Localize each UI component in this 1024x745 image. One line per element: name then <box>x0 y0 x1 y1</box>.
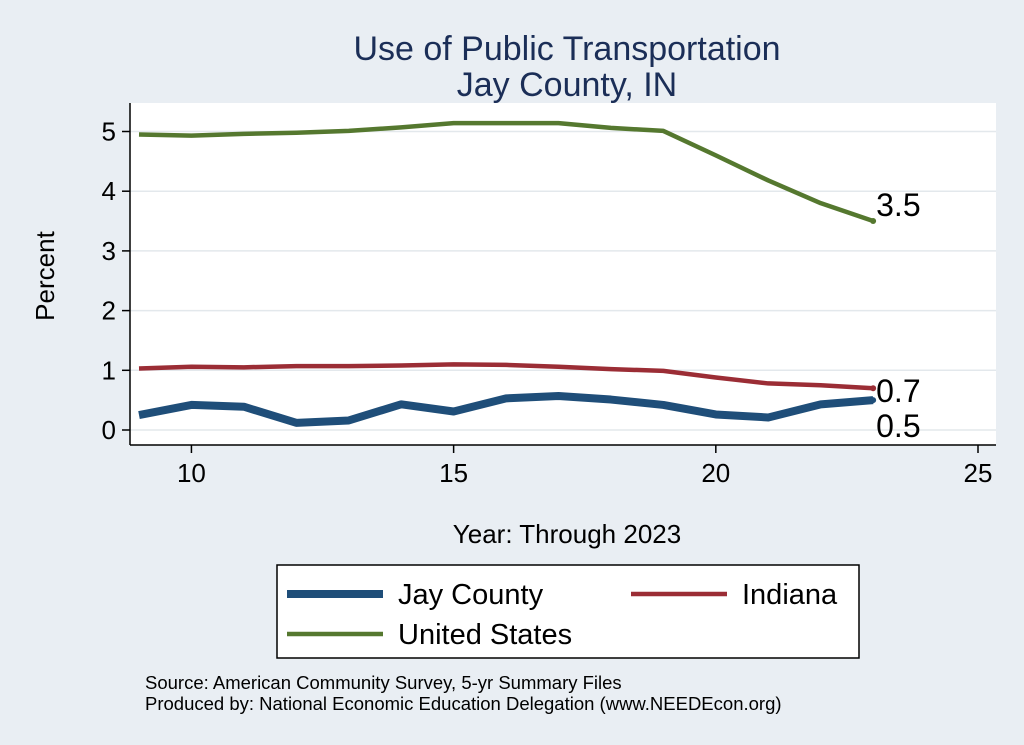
series-end-point <box>870 385 877 392</box>
producer-note: Produced by: National Economic Education… <box>145 693 782 714</box>
series-line-indiana <box>138 362 874 391</box>
end-labels: 0.50.7 3.5 <box>876 187 920 444</box>
y-tick-label: 5 <box>102 117 116 147</box>
legend: Jay County Indiana United States <box>287 579 838 651</box>
legend-label: Jay County <box>398 579 544 611</box>
grid-lines <box>130 130 996 431</box>
series-lines <box>138 120 877 427</box>
x-axis-title: Year: Through 2023 <box>453 519 681 549</box>
series-end-point <box>870 218 877 225</box>
end-value-label: 3.5 <box>876 187 920 223</box>
x-tick-label: 25 <box>964 458 993 488</box>
y-tick-label: 3 <box>102 236 116 266</box>
x-tick-label: 10 <box>177 458 206 488</box>
series-end-point <box>870 397 877 404</box>
chart-subtitle: Jay County, IN <box>457 66 677 104</box>
series-line-united-states <box>138 120 874 224</box>
y-axis-title: Percent <box>30 230 60 320</box>
legend-label: United States <box>398 619 572 651</box>
tick-labels: 0 1 2 3 4 5 10 15 20 25 <box>102 117 993 489</box>
legend-box <box>276 564 860 659</box>
series-line-jay-county <box>138 391 874 427</box>
y-tick-label: 2 <box>102 296 116 326</box>
y-tick-label: 1 <box>102 355 116 385</box>
source-note: Source: American Community Survey, 5-yr … <box>145 672 622 693</box>
end-value-label: 0.5 <box>876 408 920 444</box>
y-tick-label: 4 <box>102 176 116 206</box>
x-tick-label: 15 <box>439 458 468 488</box>
legend-label: Indiana <box>742 579 838 611</box>
chart-title: Use of Public Transportation <box>353 30 780 68</box>
axes <box>122 103 996 453</box>
y-tick-label: 0 <box>102 415 116 445</box>
end-value-label: 0.7 <box>876 373 920 409</box>
x-tick-label: 20 <box>701 458 730 488</box>
